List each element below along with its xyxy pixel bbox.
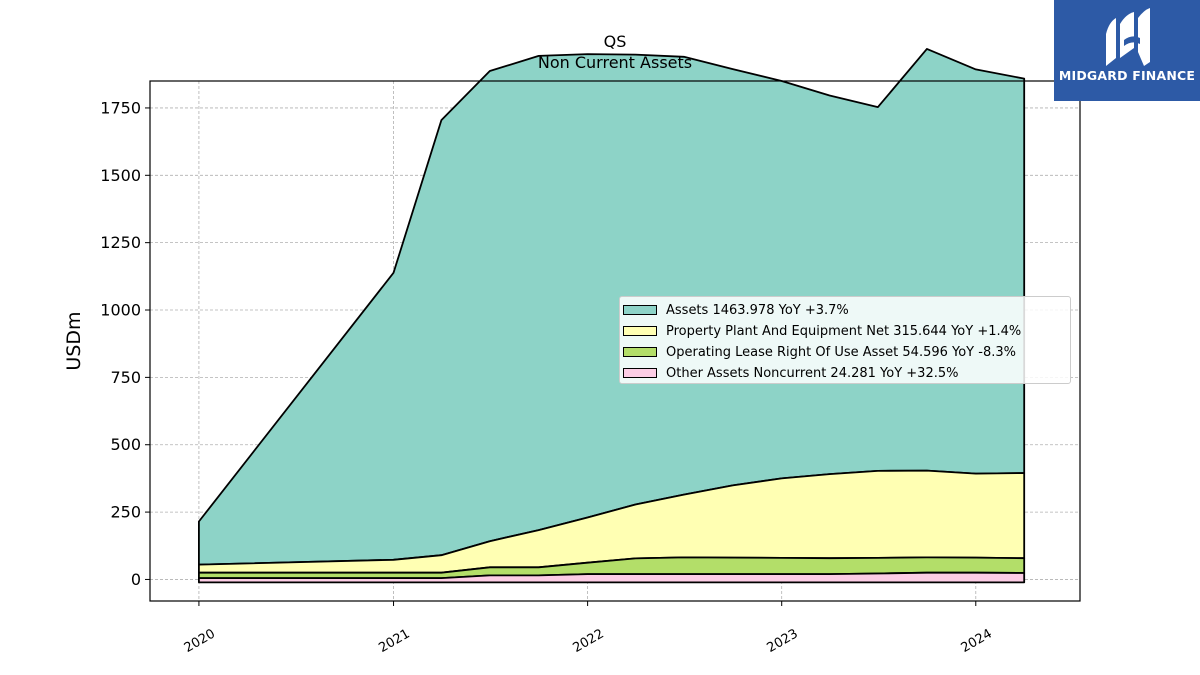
series-area-other-assets-noncurrent	[197, 571, 1026, 584]
y-tick-label: 500	[110, 435, 141, 454]
chart-subtitle: Non Current Assets	[537, 53, 693, 72]
y-tick-label: 1250	[100, 233, 141, 252]
legend-swatch-assets	[623, 305, 657, 315]
midgard-finance-logo: MIDGARD FINANCE	[1054, 0, 1200, 101]
x-tick-label: 2020	[182, 626, 218, 656]
legend-swatch-operating-lease	[623, 347, 657, 357]
y-axis-label: USDm	[63, 311, 85, 370]
legend-label: Assets 1463.978 YoY +3.7%	[666, 302, 849, 318]
plot-frame	[149, 80, 1081, 602]
legend-label: Other Assets Noncurrent 24.281 YoY +32.5…	[666, 365, 959, 381]
legend-swatch-ppe	[623, 326, 657, 336]
legend-item-operating-lease: Operating Lease Right Of Use Asset 54.59…	[620, 344, 1016, 360]
y-axis: 0 250 500 750 1000 1250 1500 1750	[100, 98, 150, 589]
x-tick-label: 2021	[376, 626, 412, 656]
y-tick-label: 1000	[100, 301, 141, 320]
y-tick-label: 1750	[100, 98, 141, 117]
y-tick-label: 750	[110, 368, 141, 387]
x-tick-label: 2023	[765, 626, 801, 656]
legend: Assets 1463.978 YoY +3.7% Property Plant…	[619, 296, 1071, 384]
legend-item-other-assets: Other Assets Noncurrent 24.281 YoY +32.5…	[620, 365, 958, 381]
chart-title: QS	[603, 32, 627, 51]
logo-text: MIDGARD FINANCE	[1058, 68, 1196, 83]
y-tick-label: 250	[110, 503, 141, 522]
x-tick-label: 2024	[959, 626, 995, 656]
y-tick-label: 0	[131, 570, 141, 589]
series-layer	[197, 48, 1026, 584]
legend-swatch-other-assets	[623, 368, 657, 378]
x-axis: 2020 2021 2022 2023 2024	[182, 601, 995, 656]
legend-label: Operating Lease Right Of Use Asset 54.59…	[666, 344, 1016, 360]
legend-item-ppe: Property Plant And Equipment Net 315.644…	[620, 323, 1021, 339]
legend-label: Property Plant And Equipment Net 315.644…	[666, 323, 1022, 339]
x-tick-label: 2022	[570, 626, 606, 656]
midgard-logo-icon	[1106, 8, 1150, 66]
legend-item-assets: Assets 1463.978 YoY +3.7%	[620, 302, 849, 318]
y-tick-label: 1500	[100, 166, 141, 185]
